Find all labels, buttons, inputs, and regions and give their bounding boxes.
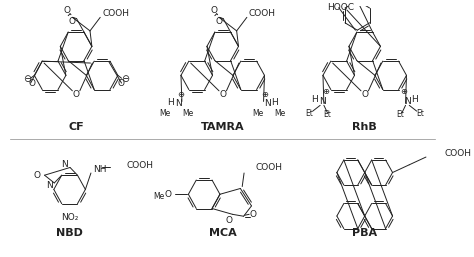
Text: COOH: COOH (249, 9, 276, 18)
Text: N: N (404, 97, 411, 106)
Text: NH: NH (93, 165, 106, 174)
Text: COOH: COOH (255, 163, 282, 172)
Text: ⊕: ⊕ (400, 87, 407, 96)
Text: Me: Me (182, 108, 193, 117)
Text: Et: Et (417, 108, 424, 117)
Text: TAMRA: TAMRA (201, 122, 245, 132)
Text: ⊖: ⊖ (121, 74, 129, 84)
Text: N: N (175, 99, 182, 108)
Text: PBA: PBA (352, 228, 377, 238)
Text: COOH: COOH (445, 149, 472, 158)
Text: ⊕: ⊕ (261, 90, 268, 99)
Text: H: H (311, 95, 318, 104)
Text: CF: CF (68, 122, 84, 132)
Text: O: O (249, 210, 256, 219)
Text: HOOC: HOOC (328, 3, 355, 12)
Text: Et: Et (305, 108, 313, 117)
Text: O: O (225, 216, 232, 225)
Text: Et: Et (324, 111, 331, 120)
Text: N: N (62, 160, 68, 169)
Text: N: N (319, 97, 326, 106)
Text: O: O (64, 6, 71, 15)
Text: O: O (34, 171, 41, 180)
Text: ⊕: ⊕ (322, 87, 329, 96)
Text: ⊖: ⊖ (23, 74, 31, 84)
Text: O: O (210, 6, 218, 15)
Text: COOH: COOH (102, 9, 129, 18)
Text: ⊕: ⊕ (177, 90, 184, 99)
Text: O: O (68, 17, 75, 26)
Text: H: H (271, 98, 278, 107)
Text: Et: Et (396, 111, 404, 120)
Text: O: O (117, 79, 124, 88)
Text: Me: Me (252, 108, 264, 117)
Text: NBD: NBD (56, 228, 83, 238)
Text: Me: Me (153, 192, 164, 201)
Text: O: O (219, 90, 226, 99)
Text: O: O (164, 190, 172, 199)
Text: NO₂: NO₂ (61, 213, 78, 222)
Text: O: O (361, 90, 368, 99)
Text: N: N (46, 181, 53, 190)
Text: Me: Me (274, 108, 286, 117)
Text: O: O (28, 79, 35, 88)
Text: H: H (411, 95, 418, 104)
Text: Me: Me (160, 108, 171, 117)
Text: RhB: RhB (352, 122, 377, 132)
Text: N: N (264, 99, 271, 108)
Text: MCA: MCA (209, 228, 237, 238)
Text: O: O (73, 90, 80, 99)
Text: O: O (215, 17, 222, 26)
Text: H: H (167, 98, 174, 107)
Text: COOH: COOH (126, 161, 153, 170)
